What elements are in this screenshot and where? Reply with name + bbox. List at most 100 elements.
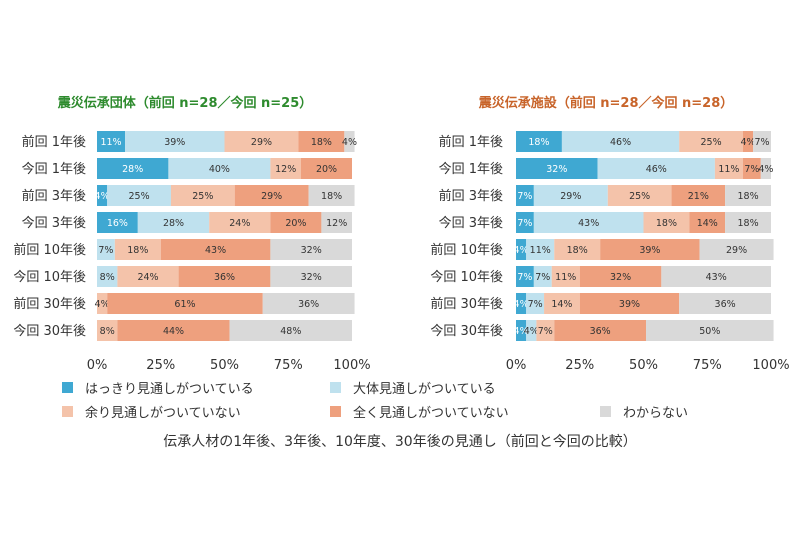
- bar-segment: [725, 185, 771, 206]
- data-label: 4%: [95, 191, 110, 202]
- x-tick-label: 100%: [752, 358, 789, 373]
- bar-segment: [270, 212, 322, 233]
- data-label: 25%: [129, 191, 150, 202]
- legend-label: 全く見通しがついていない: [353, 406, 509, 421]
- bar-segment: [561, 131, 680, 152]
- bar-segment: [97, 320, 118, 341]
- data-label: 40%: [209, 164, 230, 175]
- data-label: 4%: [514, 245, 529, 256]
- bar-segment: [643, 212, 690, 233]
- data-label: 28%: [122, 164, 143, 175]
- data-label: 14%: [697, 218, 718, 229]
- data-label: 20%: [285, 218, 306, 229]
- legend-label: わからない: [623, 406, 689, 421]
- data-label: 46%: [610, 137, 631, 148]
- data-label: 18%: [127, 245, 148, 256]
- data-label: 11%: [555, 272, 576, 283]
- legend-swatch: [330, 406, 341, 417]
- data-label: 11%: [718, 164, 739, 175]
- data-label: 43%: [205, 245, 226, 256]
- bar-segment: [526, 320, 537, 341]
- data-label: 7%: [535, 272, 550, 283]
- chart-panel-left: 震災伝承団体（前回 n=28／今回 n=25） 前回 1年後 11% 39% 29% 18…: [13, 95, 370, 373]
- bar-segment: [554, 320, 647, 341]
- data-label: 43%: [706, 272, 727, 283]
- chart-title: 震災伝承団体（前回 n=28／今回 n=25）: [57, 95, 313, 111]
- x-tick-label: 0%: [506, 358, 527, 373]
- data-label: 25%: [629, 191, 650, 202]
- data-label: 16%: [107, 218, 128, 229]
- bar-segment: [554, 239, 601, 260]
- category-label: 前回 30年後: [13, 296, 86, 312]
- data-label: 4%: [514, 299, 529, 310]
- category-label: 前回 3年後: [439, 188, 503, 204]
- data-label: 7%: [528, 299, 543, 310]
- data-label: 8%: [100, 272, 115, 283]
- data-label: 7%: [755, 137, 770, 148]
- data-label: 24%: [137, 272, 158, 283]
- bar-segment: [516, 293, 527, 314]
- data-label: 7%: [98, 245, 113, 256]
- data-label: 24%: [229, 218, 250, 229]
- bar-segment: [308, 185, 355, 206]
- data-label: 29%: [261, 191, 282, 202]
- data-label: 8%: [100, 326, 115, 337]
- chart-panel-right: 震災伝承施設（前回 n=28／今回 n=28） 前回 1年後 18% 46% 25% 4%…: [430, 95, 789, 373]
- bar-segment: [270, 158, 301, 179]
- bar-segment: [168, 158, 271, 179]
- bar-segment: [97, 266, 118, 287]
- data-label: 28%: [163, 218, 184, 229]
- data-label: 4%: [514, 326, 529, 337]
- bar-segment: [679, 293, 771, 314]
- bar-segment: [125, 131, 225, 152]
- bar-segment: [661, 266, 771, 287]
- data-label: 43%: [578, 218, 599, 229]
- bar-segment: [178, 266, 271, 287]
- data-label: 18%: [528, 137, 549, 148]
- category-label: 前回 1年後: [439, 134, 503, 150]
- data-label: 7%: [538, 326, 553, 337]
- data-label: 21%: [688, 191, 709, 202]
- bar-segment: [646, 320, 774, 341]
- legend-item-mostly: 大体見通しがついている: [330, 378, 496, 397]
- x-tick-label: 25%: [146, 358, 175, 373]
- data-label: 18%: [737, 191, 758, 202]
- bar-segment: [97, 293, 108, 314]
- legend-swatch: [600, 406, 611, 417]
- bar-segment: [516, 185, 534, 206]
- bar-segment: [234, 185, 309, 206]
- bar-segment: [533, 212, 644, 233]
- bar-segment: [270, 239, 352, 260]
- bar-segment: [597, 158, 715, 179]
- data-label: 32%: [546, 164, 567, 175]
- data-label: 29%: [726, 245, 747, 256]
- data-label: 32%: [301, 272, 322, 283]
- category-label: 前回 30年後: [430, 296, 503, 312]
- legend-label: はっきり見通しがついている: [85, 382, 254, 397]
- data-label: 61%: [174, 299, 195, 310]
- legend-label: 大体見通しがついている: [353, 382, 496, 397]
- bar-segment: [170, 185, 235, 206]
- category-label: 今回 3年後: [439, 215, 503, 231]
- bar-segment: [714, 158, 743, 179]
- data-label: 4%: [342, 137, 357, 148]
- bar-segment: [516, 158, 598, 179]
- bar-segment: [516, 131, 562, 152]
- x-tick-label: 100%: [333, 358, 370, 373]
- bar-segment: [107, 293, 263, 314]
- data-label: 4%: [95, 299, 110, 310]
- data-label: 7%: [517, 272, 532, 283]
- data-label: 7%: [744, 164, 759, 175]
- category-label: 今回 3年後: [22, 215, 86, 231]
- bar-segment: [753, 131, 771, 152]
- bar-segment: [97, 158, 169, 179]
- data-label: 25%: [701, 137, 722, 148]
- bar-segment: [516, 266, 534, 287]
- legend-item-little: 余り見通しがついていない: [62, 402, 241, 421]
- data-label: 20%: [316, 164, 337, 175]
- legend-item-clear: はっきり見通しがついている: [62, 378, 254, 397]
- bar-segment: [526, 293, 545, 314]
- data-label: 44%: [163, 326, 184, 337]
- bar-segment: [533, 266, 552, 287]
